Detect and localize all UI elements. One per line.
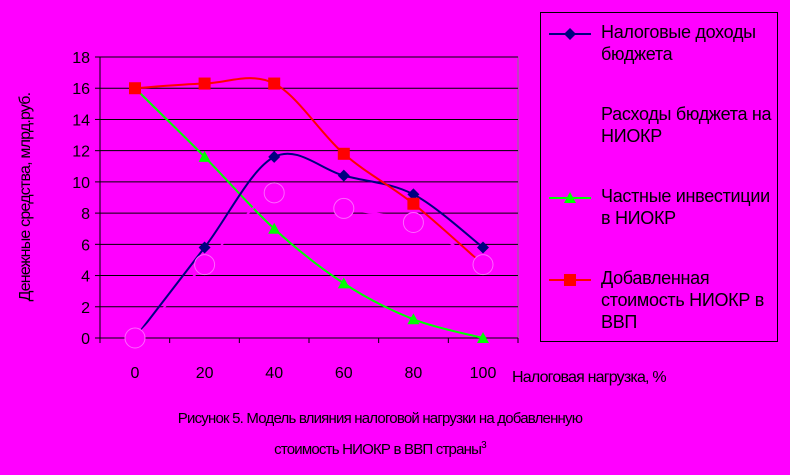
plot-area <box>99 56 519 339</box>
y-tick-label-10: 10 <box>72 175 90 192</box>
series-0-point-5 <box>477 241 489 254</box>
y-tick-labels: 0 2 4 6 8 10 12 14 16 18 <box>72 50 90 348</box>
y-axis-label: Денежные средства, млрд.руб. <box>17 93 34 302</box>
legend-marker-tax-revenue <box>549 28 591 40</box>
series-0-point-3 <box>337 169 350 182</box>
x-tick-label-0: 0 <box>131 365 140 382</box>
series-0-point-4 <box>407 188 420 201</box>
y-tick-label-14: 14 <box>72 112 90 129</box>
legend-label-private-investment: Частные инвестиции в НИОКР <box>601 186 770 228</box>
legend-label-value-added: Добавленная стоимость НИОКР в ВВП <box>601 268 765 332</box>
figure-caption-text: стоимость НИОКР в ВВП страны <box>274 441 482 458</box>
series-2-point-3 <box>337 277 350 289</box>
series-1-point-2 <box>263 182 285 204</box>
series-0-point-1 <box>198 241 211 254</box>
y-tick-label-0: 0 <box>81 331 90 348</box>
series-3-point-0 <box>129 82 141 95</box>
x-tick-labels: 0 20 40 60 80 100 <box>131 365 497 382</box>
series-1-point-1 <box>194 254 216 276</box>
series-1-point-3 <box>333 197 355 219</box>
y-tick-label-4: 4 <box>81 269 90 286</box>
series-2-point-4 <box>407 313 420 325</box>
series-2-point-2 <box>268 222 281 234</box>
series-1-point-4 <box>402 211 424 233</box>
series-2-point-5 <box>477 332 489 343</box>
series-3-point-1 <box>198 77 211 90</box>
legend-marker-value-added <box>549 274 591 286</box>
series-3-point-3 <box>337 147 350 160</box>
x-tick-label-20: 20 <box>196 365 214 382</box>
legend-label-tax-revenue: Налоговые доходы бюджета <box>601 22 756 64</box>
x-tick-label-100: 100 <box>470 365 497 382</box>
series-3-point-4 <box>407 197 420 210</box>
series-1-point-0 <box>124 327 146 349</box>
x-tick-label-40: 40 <box>265 365 283 382</box>
y-tick-label-6: 6 <box>81 237 90 254</box>
gridlines <box>95 56 519 343</box>
legend-marker-rd-expenses <box>549 110 591 122</box>
figure-caption-line1: Рисунок 5. Модель влияния налоговой нагр… <box>177 410 583 427</box>
legend: Налоговые доходы бюджета Расходы бюджета… <box>540 12 778 342</box>
figure-caption-line2: стоимость НИОКР в ВВП страны3 <box>0 440 760 458</box>
legend-label-rd-expenses: Расходы бюджета на НИОКР <box>601 104 772 146</box>
y-tick-label-8: 8 <box>81 206 90 223</box>
series-1-point-5 <box>472 254 494 276</box>
y-tick-label-16: 16 <box>72 81 90 98</box>
x-tick-label-60: 60 <box>335 365 353 382</box>
legend-marker-private-investment <box>549 192 591 203</box>
y-tick-label-18: 18 <box>72 50 90 67</box>
x-tick-label-80: 80 <box>405 365 423 382</box>
y-tick-label-12: 12 <box>72 144 90 161</box>
series-group <box>124 77 494 349</box>
series-2-point-1 <box>198 150 211 162</box>
series-0-point-2 <box>268 150 281 163</box>
y-tick-label-2: 2 <box>81 300 90 317</box>
x-axis-label: Налоговая нагрузка, % <box>512 369 666 386</box>
series-3-point-2 <box>268 77 281 90</box>
series-0-line <box>134 152 484 339</box>
footnote-mark: 3 <box>481 440 487 451</box>
